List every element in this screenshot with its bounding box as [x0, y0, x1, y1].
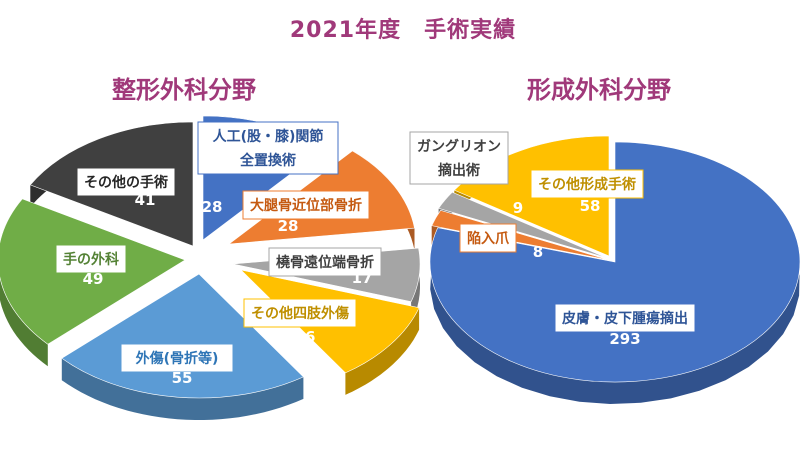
- slice-value: 26: [295, 328, 316, 346]
- slice-label: その他の手術: [84, 174, 168, 191]
- slice-value: 28: [278, 217, 299, 235]
- slice-value: 293: [609, 330, 640, 348]
- slice-value: 28: [202, 198, 223, 216]
- slice-label: 橈骨遠位端骨折: [276, 254, 374, 271]
- slice-value: 41: [135, 191, 156, 209]
- slice-label: 人工(股・膝)関節: [213, 128, 324, 145]
- slice-label-box: [76, 167, 176, 197]
- slice-label: 大腿骨近位部骨折: [250, 197, 362, 214]
- slice-label-box: [242, 190, 370, 220]
- slice-label: 全置換術: [239, 152, 296, 169]
- slice-label: ガングリオン: [417, 138, 501, 155]
- slice-value: 8: [533, 243, 543, 261]
- slice-label-box: [554, 303, 696, 333]
- pie-slice-side: [61, 358, 304, 420]
- plastic-chart-title: 形成外科分野: [527, 76, 671, 104]
- slice-label: 外傷(骨折等): [136, 350, 219, 367]
- slice-label: 陥入爪: [467, 230, 510, 247]
- orthopedic-chart-title: 整形外科分野: [112, 76, 256, 104]
- slice-label-box: [268, 247, 382, 277]
- slice-label-box: [120, 343, 234, 373]
- page-title: 2021年度 手術実績: [289, 18, 517, 43]
- slice-label-box: [459, 223, 517, 253]
- pie-slice-side: [411, 248, 420, 324]
- slice-label-box: [243, 298, 357, 328]
- slice-label-box: [55, 244, 127, 274]
- slice-label-box: [409, 131, 509, 185]
- slice-label-box: [197, 121, 339, 175]
- slice-value: 17: [352, 269, 373, 287]
- pie-slice: [431, 209, 610, 261]
- pie-slice: [429, 141, 801, 383]
- slice-label: その他四肢外傷: [251, 305, 349, 322]
- slice-label-box: [530, 169, 644, 199]
- slice-value: 9: [513, 199, 523, 217]
- slice-label: 皮膚・皮下腫瘍摘出: [561, 310, 688, 327]
- pie-slice: [438, 191, 608, 259]
- slice-label: 手の外科: [63, 251, 119, 268]
- slice-value: 49: [83, 270, 104, 288]
- slice-value: 58: [580, 197, 601, 215]
- slice-value: 55: [172, 369, 193, 387]
- slice-label: その他形成手術: [538, 176, 636, 193]
- pie-slice-side: [0, 198, 48, 367]
- slice-label: 摘出術: [438, 162, 480, 179]
